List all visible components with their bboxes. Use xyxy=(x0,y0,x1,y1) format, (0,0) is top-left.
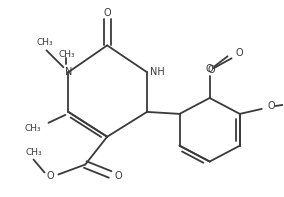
Text: CH₃: CH₃ xyxy=(25,148,42,157)
Text: CH₃: CH₃ xyxy=(36,38,53,47)
Text: N: N xyxy=(65,67,72,77)
Text: O: O xyxy=(268,101,275,111)
Text: O: O xyxy=(47,171,54,181)
Text: O: O xyxy=(236,48,243,58)
Text: O: O xyxy=(206,64,214,74)
Text: CH₃: CH₃ xyxy=(58,50,75,59)
Text: O: O xyxy=(208,65,216,75)
Text: O: O xyxy=(114,171,122,181)
Text: CH₃: CH₃ xyxy=(24,124,41,133)
Text: O: O xyxy=(103,8,111,18)
Text: NH: NH xyxy=(150,67,165,77)
